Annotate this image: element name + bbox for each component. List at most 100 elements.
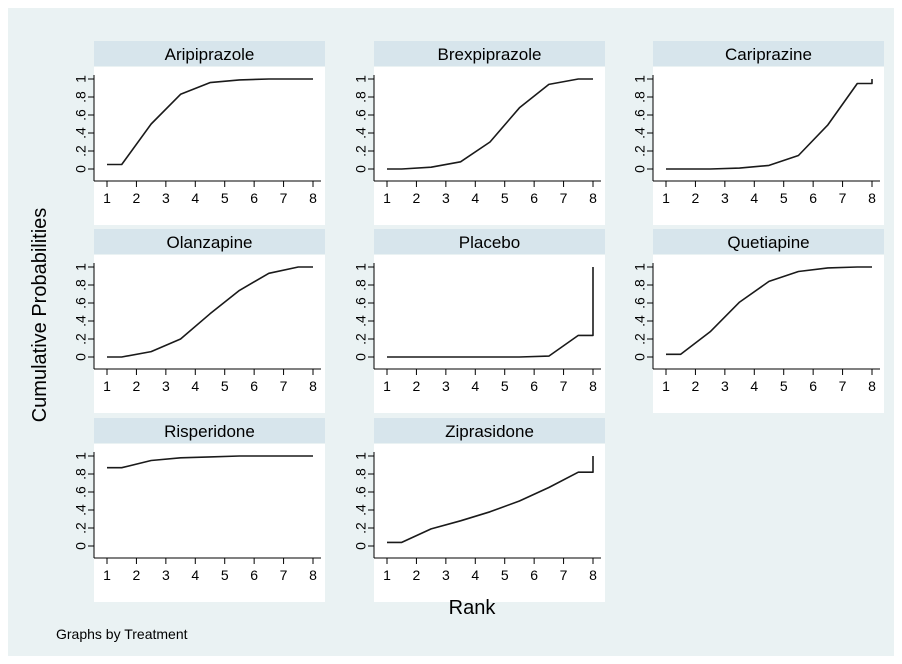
x-tick-label-brexpiprazole: 5 xyxy=(501,190,509,206)
x-tick-label-quetiapine: 4 xyxy=(750,378,758,394)
series-line-risperidone xyxy=(107,455,313,469)
y-tick-label-placebo: 0 xyxy=(353,353,369,361)
y-tick-label-ziprasidone: .2 xyxy=(353,522,369,534)
x-tick-label-aripiprazole: 8 xyxy=(309,190,317,206)
x-tick-label-ziprasidone: 6 xyxy=(530,567,538,583)
y-tick-label-quetiapine: .4 xyxy=(632,315,648,327)
panel-aripiprazole: Aripiprazole 0 .2 .4 .6 .8 1 1 2 3 4 5 6 7 8 xyxy=(73,41,325,225)
y-tick-label-ziprasidone: .8 xyxy=(353,468,369,480)
x-tick-label-cariprazine: 6 xyxy=(809,190,817,206)
x-tick-label-ziprasidone: 5 xyxy=(501,567,509,583)
x-tick-label-placebo: 4 xyxy=(471,378,479,394)
y-tick-label-aripiprazole: 0 xyxy=(73,165,89,173)
x-tick-label-cariprazine: 8 xyxy=(868,190,876,206)
x-tick-label-brexpiprazole: 4 xyxy=(471,190,479,206)
x-tick-label-aripiprazole: 2 xyxy=(133,190,141,206)
x-tick-label-olanzapine: 1 xyxy=(103,378,111,394)
y-tick-label-brexpiprazole: .8 xyxy=(353,91,369,103)
x-tick-label-placebo: 1 xyxy=(383,378,391,394)
panel-title-quetiapine: Quetiapine xyxy=(727,233,809,252)
x-tick-label-cariprazine: 2 xyxy=(692,190,700,206)
plot-area-brexpiprazole xyxy=(374,67,605,225)
y-tick-label-placebo: .4 xyxy=(353,315,369,327)
series-line-brexpiprazole xyxy=(387,78,593,170)
x-tick-label-cariprazine: 4 xyxy=(750,190,758,206)
x-tick-label-ziprasidone: 1 xyxy=(383,567,391,583)
x-tick-label-brexpiprazole: 1 xyxy=(383,190,391,206)
plot-area-quetiapine xyxy=(653,255,884,413)
panel-olanzapine: Olanzapine 0 .2 .4 .6 .8 1 1 2 3 4 5 6 7 8 xyxy=(73,229,325,413)
x-tick-label-quetiapine: 1 xyxy=(662,378,670,394)
x-tick-label-risperidone: 5 xyxy=(221,567,229,583)
y-tick-label-quetiapine: .8 xyxy=(632,279,648,291)
x-tick-label-brexpiprazole: 2 xyxy=(413,190,421,206)
y-tick-label-ziprasidone: .6 xyxy=(353,486,369,498)
x-tick-label-risperidone: 8 xyxy=(309,567,317,583)
y-tick-label-aripiprazole: .6 xyxy=(73,109,89,121)
x-tick-label-brexpiprazole: 7 xyxy=(560,190,568,206)
panel-quetiapine: Quetiapine 0 .2 .4 .6 .8 1 1 2 3 4 5 6 7 8 xyxy=(632,229,884,413)
x-tick-label-placebo: 2 xyxy=(413,378,421,394)
x-tick-label-placebo: 5 xyxy=(501,378,509,394)
plot-area-ziprasidone xyxy=(374,444,605,602)
panel-title-placebo: Placebo xyxy=(459,233,520,252)
y-tick-label-aripiprazole: .4 xyxy=(73,127,89,139)
series-line-cariprazine xyxy=(666,79,873,170)
y-tick-label-cariprazine: 0 xyxy=(632,165,648,173)
y-tick-label-cariprazine: .2 xyxy=(632,145,648,157)
panel-strip-risperidone xyxy=(94,418,325,443)
y-tick-label-placebo: .8 xyxy=(353,279,369,291)
x-tick-label-quetiapine: 8 xyxy=(868,378,876,394)
x-tick-label-cariprazine: 5 xyxy=(780,190,788,206)
plot-area-olanzapine xyxy=(94,255,325,413)
panel-title-aripiprazole: Aripiprazole xyxy=(165,45,255,64)
plot-area-aripiprazole xyxy=(94,67,325,225)
y-tick-label-brexpiprazole: 1 xyxy=(353,75,369,83)
y-tick-label-cariprazine: 1 xyxy=(632,75,648,83)
y-tick-label-brexpiprazole: 0 xyxy=(353,165,369,173)
y-tick-label-placebo: .2 xyxy=(353,333,369,345)
y-tick-label-brexpiprazole: .2 xyxy=(353,145,369,157)
series-line-quetiapine xyxy=(666,266,872,356)
y-tick-label-aripiprazole: .2 xyxy=(73,145,89,157)
panel-title-brexpiprazole: Brexpiprazole xyxy=(438,45,542,64)
y-tick-label-brexpiprazole: .6 xyxy=(353,109,369,121)
x-tick-label-olanzapine: 3 xyxy=(162,378,170,394)
panel-title-cariprazine: Cariprazine xyxy=(725,45,812,64)
y-tick-label-olanzapine: .6 xyxy=(73,297,89,309)
y-tick-label-ziprasidone: .4 xyxy=(353,504,369,516)
y-tick-label-placebo: 1 xyxy=(353,263,369,271)
x-tick-label-risperidone: 4 xyxy=(191,567,199,583)
x-tick-label-aripiprazole: 7 xyxy=(280,190,288,206)
panel-strip-quetiapine xyxy=(653,229,884,254)
x-tick-label-ziprasidone: 3 xyxy=(442,567,450,583)
x-axis-label: Rank xyxy=(449,597,497,619)
y-tick-label-risperidone: .4 xyxy=(73,504,89,516)
x-tick-label-placebo: 3 xyxy=(442,378,450,394)
x-tick-label-ziprasidone: 8 xyxy=(589,567,597,583)
x-tick-label-olanzapine: 4 xyxy=(191,378,199,394)
y-tick-label-olanzapine: 0 xyxy=(73,353,89,361)
x-tick-label-brexpiprazole: 3 xyxy=(442,190,450,206)
graphs-by-note: Graphs by Treatment xyxy=(56,626,188,642)
panel-title-olanzapine: Olanzapine xyxy=(166,233,252,252)
panel-risperidone: Risperidone 0 .2 .4 .6 .8 1 1 2 3 4 5 6 7 8 xyxy=(73,418,325,602)
y-tick-label-olanzapine: .4 xyxy=(73,315,89,327)
x-tick-label-risperidone: 7 xyxy=(280,567,288,583)
x-tick-label-quetiapine: 5 xyxy=(780,378,788,394)
x-tick-label-quetiapine: 3 xyxy=(721,378,729,394)
series-line-ziprasidone xyxy=(387,456,594,544)
panel-strip-brexpiprazole xyxy=(374,41,605,66)
y-tick-label-risperidone: 1 xyxy=(73,452,89,460)
x-tick-label-quetiapine: 6 xyxy=(809,378,817,394)
y-axis-label: Cumulative Probabilities xyxy=(29,208,51,423)
x-tick-label-ziprasidone: 2 xyxy=(413,567,421,583)
x-tick-label-placebo: 7 xyxy=(560,378,568,394)
x-tick-label-olanzapine: 8 xyxy=(309,378,317,394)
y-tick-label-ziprasidone: 0 xyxy=(353,542,369,550)
y-tick-label-aripiprazole: .8 xyxy=(73,91,89,103)
plot-area-placebo xyxy=(374,255,605,413)
x-tick-label-brexpiprazole: 8 xyxy=(589,190,597,206)
